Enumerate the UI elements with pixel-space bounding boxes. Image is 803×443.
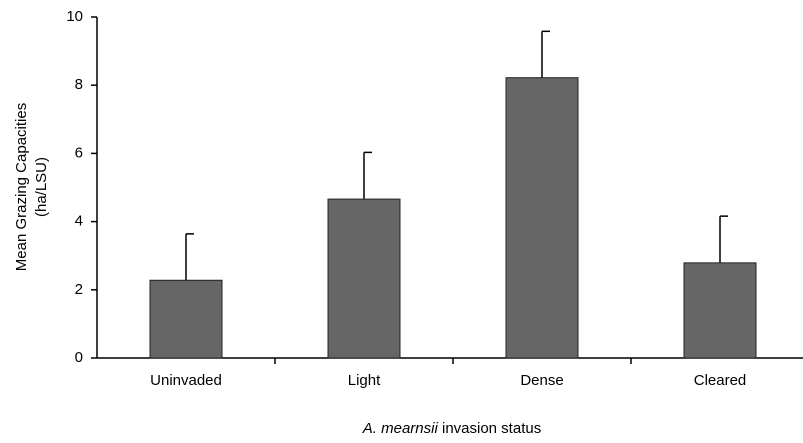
y-axis-label: Mean Grazing Capacities bbox=[13, 103, 30, 271]
bar bbox=[505, 77, 579, 359]
x-tick-label: Cleared bbox=[694, 372, 747, 389]
x-axis-label: A. mearnsii invasion status bbox=[362, 420, 541, 437]
y-tick-label: 10 bbox=[66, 8, 83, 25]
y-tick-label: 8 bbox=[75, 76, 83, 93]
x-tick-label: Dense bbox=[520, 372, 563, 389]
bar bbox=[327, 198, 401, 359]
y-tick-label: 4 bbox=[75, 213, 83, 230]
x-tick-label: Light bbox=[348, 372, 381, 389]
y-axis-label: (ha/LSU) bbox=[33, 157, 50, 217]
y-tick-label: 6 bbox=[75, 144, 83, 161]
x-tick-label: Uninvaded bbox=[150, 372, 222, 389]
x-axis-label-italic: A. mearnsii bbox=[362, 420, 439, 437]
x-axis-label-rest: invasion status bbox=[442, 420, 541, 437]
bar bbox=[149, 279, 223, 359]
y-tick-label: 0 bbox=[75, 349, 83, 366]
y-tick-label: 2 bbox=[75, 281, 83, 298]
bar bbox=[683, 262, 757, 359]
